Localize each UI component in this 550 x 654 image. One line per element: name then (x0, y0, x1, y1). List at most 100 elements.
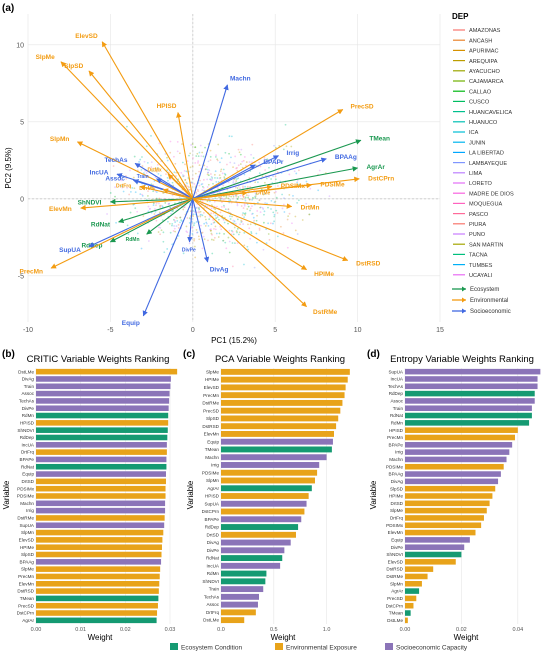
bar-hpisd (405, 427, 518, 433)
observation-point (262, 208, 265, 210)
observation-point (206, 178, 209, 181)
bar-dstrme (405, 573, 428, 580)
observation-point (273, 191, 276, 194)
biplot-arrows: ElevSD SlpMe SlpSD HPISD Machn PrecSD SlpMn TMe… (20, 33, 395, 327)
bar-agrar (36, 617, 157, 624)
loading-label-rdnat: RdNat (91, 221, 111, 228)
loading-arrow-hpime (192, 198, 307, 271)
observation-point (188, 188, 191, 191)
bar-slpmn (36, 529, 164, 536)
observation-point (189, 166, 192, 169)
observation-point (195, 192, 198, 195)
observation-point (176, 207, 179, 210)
observation-point (244, 196, 247, 199)
observation-point (309, 187, 312, 190)
observation-point (273, 201, 276, 204)
category-label-tmean: TMean (389, 611, 404, 616)
observation-point (237, 196, 240, 198)
bar-machn (36, 500, 166, 507)
observation-point (193, 238, 196, 240)
observation-point (152, 190, 155, 193)
observation-point (183, 169, 186, 172)
observation-point (176, 150, 179, 153)
category-label-assoc: Assoc (206, 602, 219, 607)
loading-arrow-precmn (50, 198, 194, 269)
observation-point (262, 248, 265, 251)
category-label-irrig: Irrig (211, 463, 219, 468)
observation-point (232, 233, 235, 236)
observation-point (211, 177, 214, 179)
observation-point (177, 223, 180, 226)
observation-point (243, 203, 246, 206)
observation-point (249, 209, 251, 212)
legend-item-cajamarca: CAJAMARCA (469, 79, 504, 85)
arrow-legend-head-environmental (462, 297, 466, 303)
observation-point (242, 159, 245, 162)
loading-label-precsd: PrecSD (351, 103, 374, 110)
observation-point (157, 226, 160, 229)
bar-irrig (36, 507, 166, 514)
observation-point (244, 214, 247, 216)
legend-item-amazonas: AMAZONAS (469, 28, 501, 34)
arrow-legend-environmental: Environmental (470, 298, 508, 304)
observation-point (145, 145, 148, 148)
observation-point (264, 202, 267, 204)
observation-point (182, 208, 185, 211)
observation-point (228, 251, 231, 254)
observation-point (148, 208, 151, 210)
observation-point (233, 226, 236, 229)
observation-point (268, 161, 271, 164)
observation-point (166, 156, 168, 159)
observation-point (266, 158, 269, 161)
observation-point (235, 194, 238, 196)
observation-point (132, 176, 135, 179)
bar-bpape (221, 516, 302, 523)
observation-point (175, 217, 178, 219)
observation-point (149, 207, 151, 210)
bar-techas (36, 398, 170, 404)
observation-point (237, 177, 240, 180)
y-tick-label: 0 (20, 196, 24, 203)
observation-point (223, 177, 226, 180)
loading-label-shndvi: ShNDVI (78, 200, 102, 207)
observation-point (222, 184, 225, 187)
observation-point (194, 256, 197, 259)
observation-point (155, 202, 158, 205)
category-label-machn: Machn (389, 457, 403, 462)
observation-point (221, 172, 224, 175)
loading-arrow-precsd (192, 109, 344, 200)
observation-point (211, 189, 213, 192)
category-label-elevmn: ElevMn (19, 581, 35, 586)
observation-point (210, 228, 212, 231)
observation-point (167, 203, 170, 206)
observation-point (246, 185, 249, 188)
loading-label-supua: SupUA (59, 247, 81, 254)
bar-incua (36, 442, 167, 448)
observation-point (236, 167, 238, 169)
observation-point (240, 221, 243, 223)
loading-arrow-equip (142, 198, 194, 317)
observation-point (251, 143, 254, 146)
observation-point (198, 208, 201, 211)
observation-point (147, 205, 150, 208)
observation-point (203, 189, 206, 192)
observation-point (134, 191, 137, 194)
observation-point (261, 175, 264, 178)
observation-point (201, 214, 204, 217)
observation-point (159, 226, 162, 229)
loading-label-machn: Machn (230, 76, 251, 83)
category-label-hpisd: HPISD (205, 494, 220, 499)
loading-arrow-elevsd (101, 41, 194, 200)
biplot-x-axis-label: PC1 (15.2%) (211, 336, 257, 345)
observation-point (179, 216, 182, 219)
loading-label-drtmn: DrtMn (301, 205, 320, 212)
x-tick-label: 0.03 (165, 627, 176, 633)
observation-point (272, 211, 275, 214)
category-label-elevsd: ElevSD (19, 537, 35, 542)
observation-point (268, 176, 270, 179)
observation-point (308, 213, 311, 216)
observation-point (246, 245, 249, 248)
category-label-dstlme: DstLMe (203, 618, 219, 623)
loading-label-drtmx: DrtMx (148, 168, 162, 174)
observation-point (158, 142, 161, 145)
